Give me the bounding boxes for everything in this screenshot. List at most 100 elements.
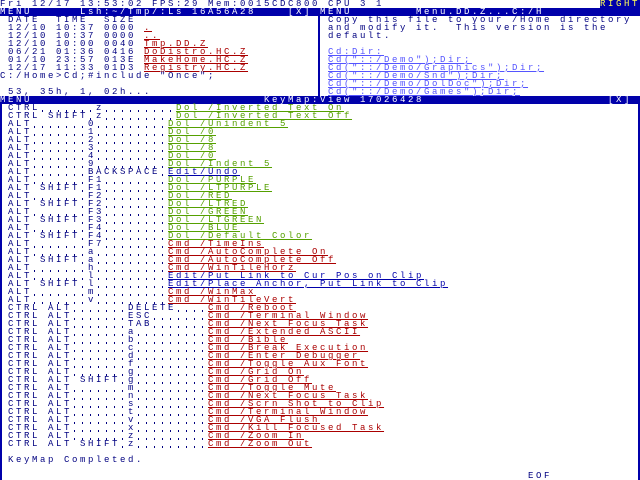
key-action[interactable]: Dol /LTPURPLE xyxy=(168,183,273,193)
entry-name[interactable]: DoDistro.HC.Z xyxy=(144,47,249,57)
key-action[interactable]: Cmd /Toggle Mute xyxy=(208,383,337,393)
key-action[interactable]: Cmd /Grid On xyxy=(208,367,305,377)
menu-button[interactable]: MENU xyxy=(0,7,33,17)
leader-dots xyxy=(106,182,170,184)
key-action[interactable]: Cmd /Kill Focused Task xyxy=(208,423,385,433)
key-action[interactable]: Edit/Place Anchor, Put Link to Clip xyxy=(168,279,449,289)
key-action[interactable]: Cmd /Bible xyxy=(208,335,289,345)
key-modifiers: ALT xyxy=(8,295,33,305)
entry-name[interactable]: .. xyxy=(144,31,161,41)
close-button[interactable]: [X] xyxy=(608,95,633,105)
key-action[interactable]: Cmd /Reboot xyxy=(208,303,297,313)
entry-name[interactable]: . xyxy=(144,23,153,33)
key-action[interactable]: Cmd /AutoComplete On xyxy=(168,247,329,257)
key-action[interactable]: Edit/Undo xyxy=(168,167,241,177)
key-action[interactable]: Cmd /TimeIns xyxy=(168,239,265,249)
entry-time: 10:00 xyxy=(56,39,97,49)
entry-time: 01:36 xyxy=(56,47,97,57)
key-action[interactable]: Dol /BLUE xyxy=(168,223,241,233)
entry-name[interactable]: Registry.HC.Z xyxy=(144,63,249,73)
key-action[interactable]: Cmd /Scrn Shot to Clip xyxy=(208,399,385,409)
window-title: Menu.DD.Z...C:/H xyxy=(416,7,545,17)
key-name: F7 xyxy=(88,239,105,249)
key-action[interactable]: Dol /0 xyxy=(168,151,217,161)
key-action[interactable]: Dol /Inverted Text On xyxy=(176,103,345,113)
leader-dots xyxy=(122,382,130,384)
key-action[interactable]: Cmd /Terminal Window xyxy=(208,407,369,417)
key-action[interactable]: Cmd /Toggle Aux Font xyxy=(208,359,369,369)
key-action[interactable]: Cmd /Grid Off xyxy=(208,375,313,385)
key-modifiers: ALT xyxy=(8,159,33,169)
key-modifiers: ALT xyxy=(8,271,33,281)
key-name: m xyxy=(128,383,137,393)
leader-dots xyxy=(34,302,90,304)
leader-dots xyxy=(82,262,90,264)
leader-dots xyxy=(82,190,90,192)
key-action[interactable]: Cmd /Next Focus Task xyxy=(208,391,369,401)
leader-dots xyxy=(98,166,170,168)
title-bar xyxy=(0,96,640,104)
leader-dots xyxy=(138,422,210,424)
key-action[interactable]: Cmd /Terminal Window xyxy=(208,311,369,321)
key-action[interactable]: Cmd /Next Focus Task xyxy=(208,319,369,329)
leader-dots xyxy=(138,406,210,408)
key-modifiers: ALT xyxy=(8,223,33,233)
key-action[interactable]: Cmd /WinTileHorz xyxy=(168,263,297,273)
key-name: x xyxy=(128,423,137,433)
key-name: f xyxy=(128,359,137,369)
entry-name[interactable]: Tmp.DD.Z xyxy=(144,39,209,49)
key-action[interactable]: Dol /0 xyxy=(168,127,217,137)
key-action[interactable]: Cmd /Break Execution xyxy=(208,343,369,353)
leader-dots xyxy=(138,366,210,368)
key-action[interactable]: Dol /Indent 5 xyxy=(168,159,273,169)
doc-line[interactable]: Cd:Dir: xyxy=(328,47,385,57)
doc-line[interactable]: Cd("::/Demo/DolDoc");Dir; xyxy=(328,79,529,89)
key-action[interactable]: Dol /8 xyxy=(168,143,217,153)
key-action[interactable]: Cmd /AutoComplete Off xyxy=(168,255,337,265)
key-action[interactable]: Cmd /Zoom In xyxy=(208,431,305,441)
leader-dots xyxy=(106,198,170,200)
leader-dots xyxy=(74,390,130,392)
key-action[interactable]: Cmd /Zoom Out xyxy=(208,439,313,449)
entry-name[interactable]: MakeHome.HC.Z xyxy=(144,55,249,65)
key-action[interactable]: Dol /Inverted Text Off xyxy=(176,111,353,121)
key-modifiers: CTRL ALT xyxy=(8,383,73,393)
leader-dots xyxy=(98,270,170,272)
key-action[interactable]: Dol /GREEN xyxy=(168,207,249,217)
key-action[interactable]: Dol /RED xyxy=(168,191,233,201)
leader-dots xyxy=(34,254,90,256)
leader-dots xyxy=(98,262,170,264)
key-action[interactable]: Cmd /VGA Flush xyxy=(208,415,321,425)
key-action[interactable]: Dol /LTRED xyxy=(168,199,249,209)
leader-dots xyxy=(98,294,170,296)
key-modifiers: CTRL ALT xyxy=(8,327,73,337)
key-action[interactable]: Dol /Unindent 5 xyxy=(168,119,289,129)
key-action[interactable]: Edit/Put Link to Cur Pos on Clip xyxy=(168,271,425,281)
leader-dots xyxy=(98,150,170,152)
leader-dots xyxy=(74,326,130,328)
doc-line[interactable]: Cd("::/Demo/Games");Dir; xyxy=(328,87,521,97)
key-name: c xyxy=(128,343,137,353)
key-action[interactable]: Dol /8 xyxy=(168,135,217,145)
key-action[interactable]: Cmd /Extended ASCII xyxy=(208,327,361,337)
menu-button[interactable]: MENU xyxy=(0,95,33,105)
key-action[interactable]: Dol /PURPLE xyxy=(168,175,257,185)
entry-size: 013E xyxy=(104,55,137,65)
key-modifiers: CTRL ALT xyxy=(8,335,73,345)
menu-button[interactable]: MENU xyxy=(320,7,353,17)
entry-size: 0000 xyxy=(104,31,137,41)
doc-line[interactable]: Cd("::/Demo");Dir; xyxy=(328,55,473,65)
key-action[interactable]: Cmd /WinTileVert xyxy=(168,295,297,305)
key-modifiers: CTRL ALT SHIFT xyxy=(8,439,121,449)
leader-dots xyxy=(138,390,210,392)
key-action[interactable]: Dol /Default Color xyxy=(168,231,313,241)
key-action[interactable]: Dol /LTGREEN xyxy=(168,215,265,225)
key-action[interactable]: Cmd /WinMax xyxy=(168,287,257,297)
close-button[interactable]: [X] xyxy=(288,7,313,17)
leader-dots xyxy=(106,190,170,192)
key-name: g xyxy=(128,375,137,385)
doc-line[interactable]: Cd("::/Demo/Graphics");Dir; xyxy=(328,63,545,73)
leader-dots xyxy=(34,198,90,200)
doc-line[interactable]: Cd("::/Demo/Snd");Dir; xyxy=(328,71,505,81)
key-action[interactable]: Cmd /Enter Debugger xyxy=(208,351,361,361)
